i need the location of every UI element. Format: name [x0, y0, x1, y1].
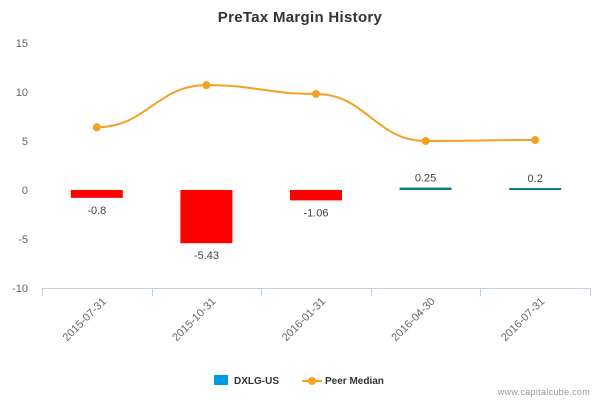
chart-title: PreTax Margin History [218, 9, 383, 26]
y-tick-label: -5 [18, 234, 28, 246]
data-label: -1.06 [303, 207, 328, 219]
y-tick-label: 5 [22, 136, 28, 148]
peer-median-point [531, 136, 540, 145]
legend-label-dxlg[interactable]: DXLG-US [234, 376, 279, 387]
data-label: -0.8 [87, 205, 106, 217]
bar [399, 187, 452, 190]
credit-text: www.capitalcube.com [497, 387, 590, 397]
y-tick-label: 0 [22, 185, 28, 197]
peer-median-point [421, 137, 430, 145]
x-tick-label: 2016-04-30 [389, 296, 437, 344]
legend-swatch-dxlg[interactable] [214, 375, 228, 385]
y-tick-label: 15 [16, 38, 28, 50]
x-tick-label: 2016-01-31 [280, 296, 328, 344]
legend[interactable]: DXLG-US Peer Median [214, 375, 384, 387]
y-tick-label: 10 [16, 87, 28, 99]
x-tick-label: 2016-07-31 [499, 296, 547, 344]
bar [290, 190, 342, 201]
peer-median-point [202, 81, 211, 90]
x-tick-label: 2015-07-31 [61, 296, 109, 344]
data-labels: -0.8 -5.43 -1.06 0.25 0.2 [87, 173, 543, 263]
data-label: 0.2 [528, 173, 543, 185]
bar [180, 190, 233, 244]
data-label: 0.25 [415, 173, 436, 185]
bar [70, 190, 123, 198]
x-tick-label: 2015-10-31 [170, 296, 218, 344]
data-label: -5.43 [194, 250, 219, 262]
legend-marker-peer-median[interactable] [308, 377, 316, 385]
y-tick-label: -10 [12, 283, 28, 295]
peer-median-point [312, 89, 320, 98]
line-series [92, 81, 540, 145]
bar-series [70, 187, 562, 244]
legend-label-peer-median[interactable]: Peer Median [325, 376, 384, 387]
peer-median-point [92, 123, 101, 132]
bar [509, 188, 562, 190]
